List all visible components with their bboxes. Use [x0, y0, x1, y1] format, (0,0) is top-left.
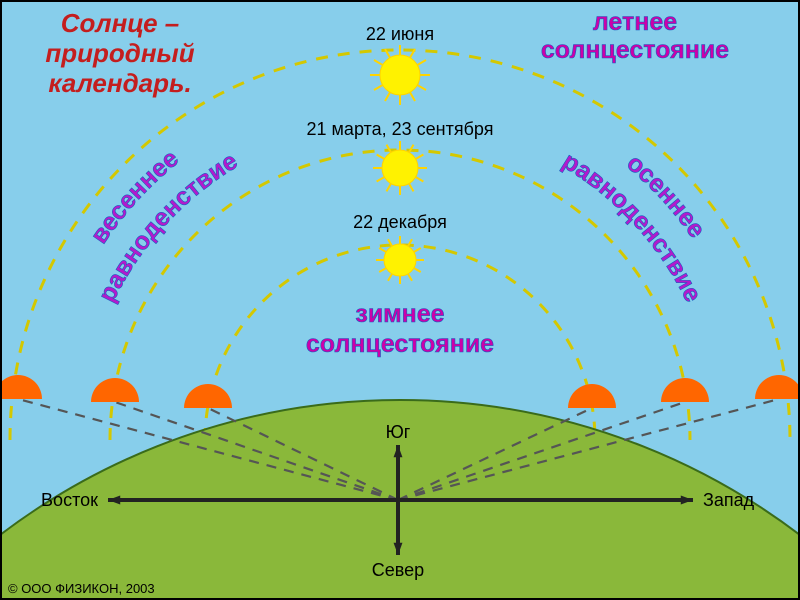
compass-label-north: Север	[372, 560, 424, 580]
date-summer: 22 июня	[366, 24, 434, 44]
wordart-summer-1: летнее	[593, 8, 677, 36]
wordart-winter-2: солнцестояние	[306, 330, 494, 358]
copyright-footer: © ООО ФИЗИКОН, 2003	[8, 581, 155, 596]
title-line-2: природный	[45, 38, 194, 68]
date-equinox: 21 марта, 23 сентября	[307, 119, 494, 139]
wordart-winter-1: зимнее	[355, 300, 444, 328]
date-winter: 22 декабря	[353, 212, 447, 232]
compass-label-west: Запад	[703, 490, 755, 510]
title-line-3: календарь.	[48, 68, 191, 98]
diagram-svg: 22 июня 21 марта, 23 сентября 22 декабря…	[0, 0, 800, 600]
compass-label-east: Восток	[41, 490, 98, 510]
title-line-1: Солнце –	[61, 8, 180, 38]
compass-label-south: Юг	[386, 422, 411, 442]
wordart-summer-2: солнцестояние	[541, 36, 729, 64]
diagram-root: 22 июня 21 марта, 23 сентября 22 декабря…	[0, 0, 800, 600]
